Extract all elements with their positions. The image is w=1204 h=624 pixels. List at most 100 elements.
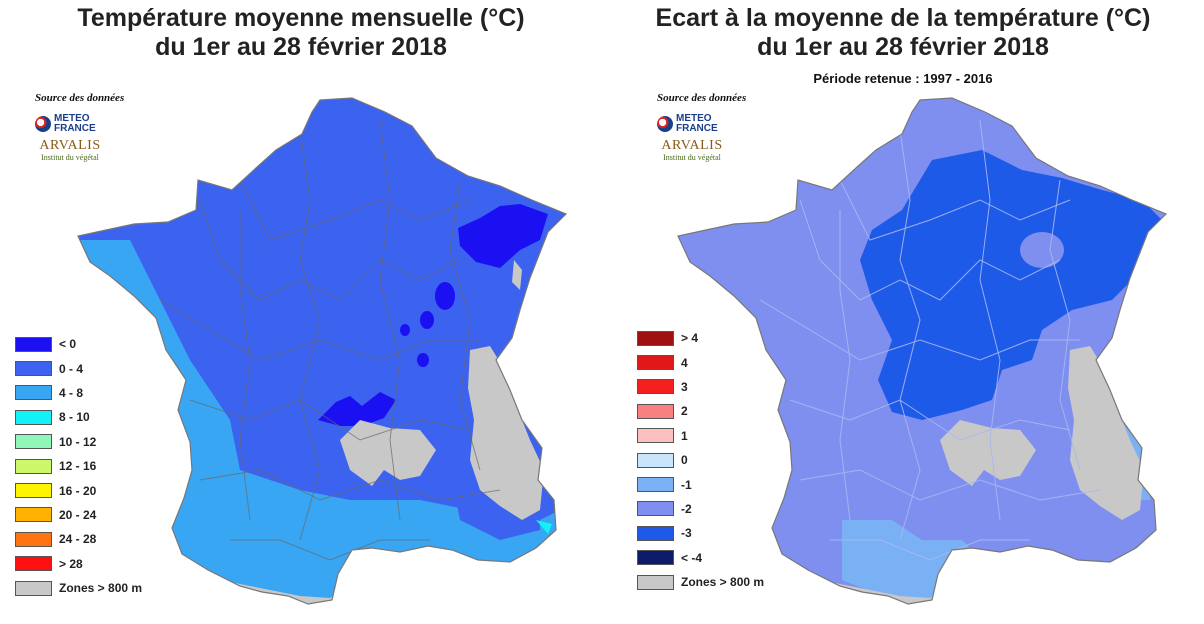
legend-item: 8 - 10 <box>15 405 142 429</box>
anomaly-map-panel: Ecart à la moyenne de la température (°C… <box>602 0 1204 624</box>
legend-swatch <box>15 409 52 425</box>
legend-item: 20 - 24 <box>15 503 142 527</box>
legend-item: 10 - 12 <box>15 430 142 454</box>
meteo-france-logo-icon <box>35 116 51 132</box>
legend-item: < -4 <box>637 546 764 570</box>
legend-label: > 28 <box>59 556 83 571</box>
legend-label: 4 - 8 <box>59 385 84 400</box>
map-title-line2: du 1er au 28 février 2018 <box>757 33 1049 61</box>
anomaly-legend: > 4 4 3 2 1 0 -1 -2 -3 < -4 Zones > 800 m <box>637 326 764 594</box>
legend-swatch <box>15 507 52 523</box>
arvalis-logo: ARVALIS Institut du végétal <box>30 138 110 162</box>
legend-swatch <box>15 580 52 596</box>
legend-swatch <box>15 531 52 547</box>
meteo-france-logo-line1: METEO <box>54 113 90 124</box>
legend-swatch <box>15 483 52 499</box>
legend-label: 3 <box>681 379 688 394</box>
department-borders <box>759 119 1101 561</box>
zone-below-0-spot <box>400 324 410 336</box>
relief-alps <box>1068 346 1144 520</box>
legend-item: < 0 <box>15 332 142 356</box>
france-temperature-map <box>77 97 567 605</box>
legend-item: 4 <box>637 350 764 374</box>
relief-vosges <box>512 260 522 290</box>
legend-swatch <box>637 428 674 444</box>
legend-item: > 28 <box>15 552 142 576</box>
legend-swatch <box>637 550 674 566</box>
legend-label: 8 - 10 <box>59 410 90 425</box>
meteo-france-logo-line2: FRANCE <box>54 123 96 134</box>
legend-item: 4 - 8 <box>15 381 142 405</box>
legend-label: -3 <box>681 526 692 541</box>
meteo-france-logo: METEO FRANCE <box>657 114 718 134</box>
legend-label: < 0 <box>59 337 77 352</box>
legend-label: 2 <box>681 404 688 419</box>
legend-item: 24 - 28 <box>15 527 142 551</box>
legend-label: 10 - 12 <box>59 434 97 449</box>
legend-swatch <box>637 452 674 468</box>
legend-label: 0 - 4 <box>59 361 84 376</box>
zone-8-10-coast <box>536 520 552 534</box>
department-borders <box>159 119 501 561</box>
legend-item: 12 - 16 <box>15 454 142 478</box>
temperature-map-panel: Température moyenne mensuelle (°C) du 1e… <box>0 4 602 605</box>
legend-swatch <box>15 434 52 450</box>
legend-item: 1 <box>637 424 764 448</box>
legend-label: Zones > 800 m <box>681 575 765 590</box>
legend-swatch <box>637 379 674 395</box>
zone-below-0-massif-central <box>318 392 396 426</box>
map-title: Température moyenne mensuelle (°C) du 1e… <box>0 4 602 62</box>
map-title-line1: Ecart à la moyenne de la température (°C… <box>655 4 1151 32</box>
map-title: Ecart à la moyenne de la température (°C… <box>602 4 1204 62</box>
legend-item: -2 <box>637 497 764 521</box>
meteo-france-logo-icon <box>657 116 673 132</box>
legend-swatch <box>637 525 674 541</box>
legend-label: < -4 <box>681 550 703 565</box>
legend-label: 16 - 20 <box>59 483 97 498</box>
zone-below-0-vosges <box>435 282 455 310</box>
legend-swatch <box>637 574 674 590</box>
data-source-label: Source des données <box>35 92 125 104</box>
legend-swatch <box>637 330 674 346</box>
arvalis-logo-tagline: Institut du végétal <box>41 153 99 162</box>
arvalis-logo-tagline: Institut du végétal <box>663 153 721 162</box>
reference-period: Période retenue : 1997 - 2016 <box>813 71 993 86</box>
legend-item: Zones > 800 m <box>15 576 142 600</box>
legend-label: 1 <box>681 428 688 443</box>
temperature-legend: < 0 0 - 4 4 - 8 8 - 10 10 - 12 12 - 16 16 - 20… <box>15 332 142 600</box>
relief-massif-central <box>940 420 1036 486</box>
legend-item: -3 <box>637 521 764 545</box>
zone-minus-2-islet <box>1020 232 1064 268</box>
legend-swatch <box>15 458 52 474</box>
legend-label: 24 - 28 <box>59 532 97 547</box>
legend-swatch <box>637 403 674 419</box>
legend-label: -1 <box>681 477 692 492</box>
legend-swatch <box>637 501 674 517</box>
france-anomaly-map <box>677 97 1167 605</box>
legend-item: -1 <box>637 472 764 496</box>
zone-4-8 <box>78 240 566 604</box>
legend-swatch <box>15 336 52 352</box>
meteo-france-logo-line2: FRANCE <box>676 123 718 134</box>
legend-label: 12 - 16 <box>59 459 97 474</box>
arvalis-logo-name: ARVALIS <box>39 138 101 153</box>
map-title-line2: du 1er au 28 février 2018 <box>155 33 447 61</box>
legend-item: 0 - 4 <box>15 356 142 380</box>
relief-alps <box>468 346 544 520</box>
legend-label: Zones > 800 m <box>59 581 143 596</box>
legend-swatch <box>15 385 52 401</box>
legend-swatch <box>15 556 52 572</box>
arvalis-logo: ARVALIS Institut du végétal <box>652 138 732 162</box>
zone-below-0-morvan <box>417 353 429 367</box>
legend-item: 0 <box>637 448 764 472</box>
meteo-france-logo: METEO FRANCE <box>35 114 96 134</box>
legend-swatch <box>637 477 674 493</box>
zone-below-0-northeast <box>458 204 548 268</box>
map-title-line1: Température moyenne mensuelle (°C) <box>77 4 525 32</box>
arvalis-logo-name: ARVALIS <box>661 138 723 153</box>
legend-label: 4 <box>681 355 688 370</box>
legend-item: Zones > 800 m <box>637 570 764 594</box>
legend-label: 0 <box>681 453 688 468</box>
legend-item: > 4 <box>637 326 764 350</box>
legend-item: 2 <box>637 399 764 423</box>
